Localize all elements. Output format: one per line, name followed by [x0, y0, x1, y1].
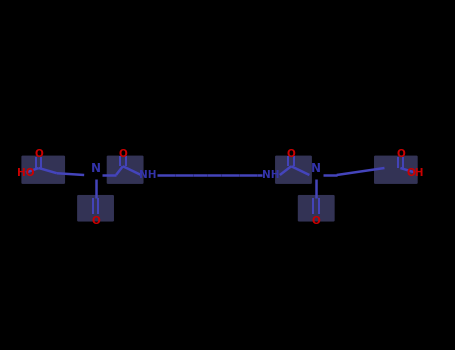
Text: NH: NH — [139, 170, 157, 180]
Text: O: O — [91, 216, 100, 225]
FancyBboxPatch shape — [298, 195, 334, 222]
Text: O: O — [312, 216, 321, 225]
FancyBboxPatch shape — [106, 155, 144, 184]
Text: OH: OH — [406, 168, 424, 178]
FancyBboxPatch shape — [275, 155, 312, 184]
Text: O: O — [34, 149, 43, 159]
Text: NH: NH — [262, 170, 279, 180]
Text: O: O — [287, 149, 296, 159]
FancyBboxPatch shape — [77, 195, 114, 222]
Text: O: O — [396, 149, 405, 159]
FancyBboxPatch shape — [374, 155, 418, 184]
Text: N: N — [311, 162, 321, 175]
Text: O: O — [118, 149, 127, 159]
FancyBboxPatch shape — [21, 155, 65, 184]
Text: N: N — [91, 162, 101, 175]
Text: HO: HO — [17, 168, 35, 178]
